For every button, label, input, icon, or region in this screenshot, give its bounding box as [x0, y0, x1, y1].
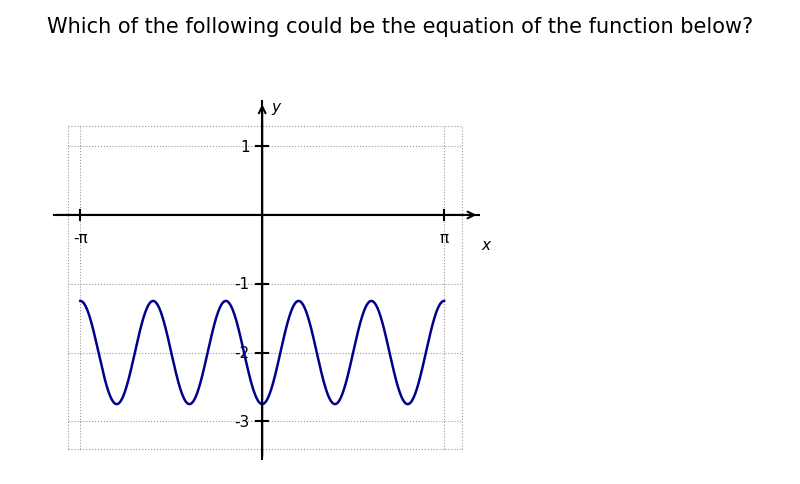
- Text: π: π: [439, 230, 449, 245]
- Text: -3: -3: [234, 414, 250, 429]
- Text: 1: 1: [240, 139, 250, 154]
- Text: -2: -2: [234, 345, 250, 360]
- Text: y: y: [271, 100, 280, 115]
- Text: -π: -π: [73, 230, 88, 245]
- Text: Which of the following could be the equation of the function below?: Which of the following could be the equa…: [47, 17, 753, 37]
- Text: -1: -1: [234, 277, 250, 292]
- Text: x: x: [481, 238, 490, 253]
